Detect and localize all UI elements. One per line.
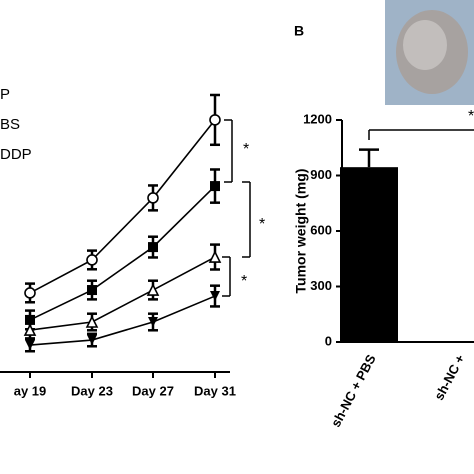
series-line <box>29 256 216 331</box>
legend-label: BS <box>0 116 20 133</box>
significance-mark: * <box>259 216 265 233</box>
legend-label: P <box>0 86 10 103</box>
y-tick-label: 1200 <box>303 111 332 126</box>
marker <box>24 287 36 299</box>
significance-mark: * <box>241 273 247 290</box>
x-tick-label: Day 31 <box>194 383 236 398</box>
marker <box>85 315 99 328</box>
marker <box>210 291 220 302</box>
marker <box>208 250 222 263</box>
y-tick-label: 600 <box>310 222 332 237</box>
marker <box>87 335 97 346</box>
legend-label: DDP <box>0 146 32 163</box>
series-line <box>29 185 216 321</box>
y-tick-label: 300 <box>310 278 332 293</box>
significance-mark: * <box>468 108 474 125</box>
marker <box>86 254 98 266</box>
marker <box>25 340 35 351</box>
marker <box>147 192 159 204</box>
marker <box>23 323 37 336</box>
marker <box>25 314 35 325</box>
x-tick-label: Day 23 <box>71 383 113 398</box>
series-line <box>29 119 216 294</box>
bar <box>340 167 398 342</box>
tumor-highlight <box>403 20 447 70</box>
marker <box>146 283 160 296</box>
y-tick-label: 0 <box>325 333 332 348</box>
marker <box>87 285 97 296</box>
y-tick-label: 900 <box>310 167 332 182</box>
error-bar <box>359 148 379 168</box>
marker <box>210 181 220 192</box>
marker <box>209 114 221 126</box>
x-tick-label: ay 19 <box>14 383 47 398</box>
series-line <box>29 295 216 346</box>
marker <box>148 316 158 327</box>
y-axis-title: Tumor weight (mg) <box>293 169 309 294</box>
significance-mark: * <box>243 141 249 158</box>
x-tick-label: Day 27 <box>132 383 174 398</box>
marker <box>148 242 158 253</box>
x-tick-label: sh-NC + PBS <box>328 352 379 430</box>
x-tick-label: sh-NC + <box>431 352 468 403</box>
panel-label: B <box>294 23 304 39</box>
